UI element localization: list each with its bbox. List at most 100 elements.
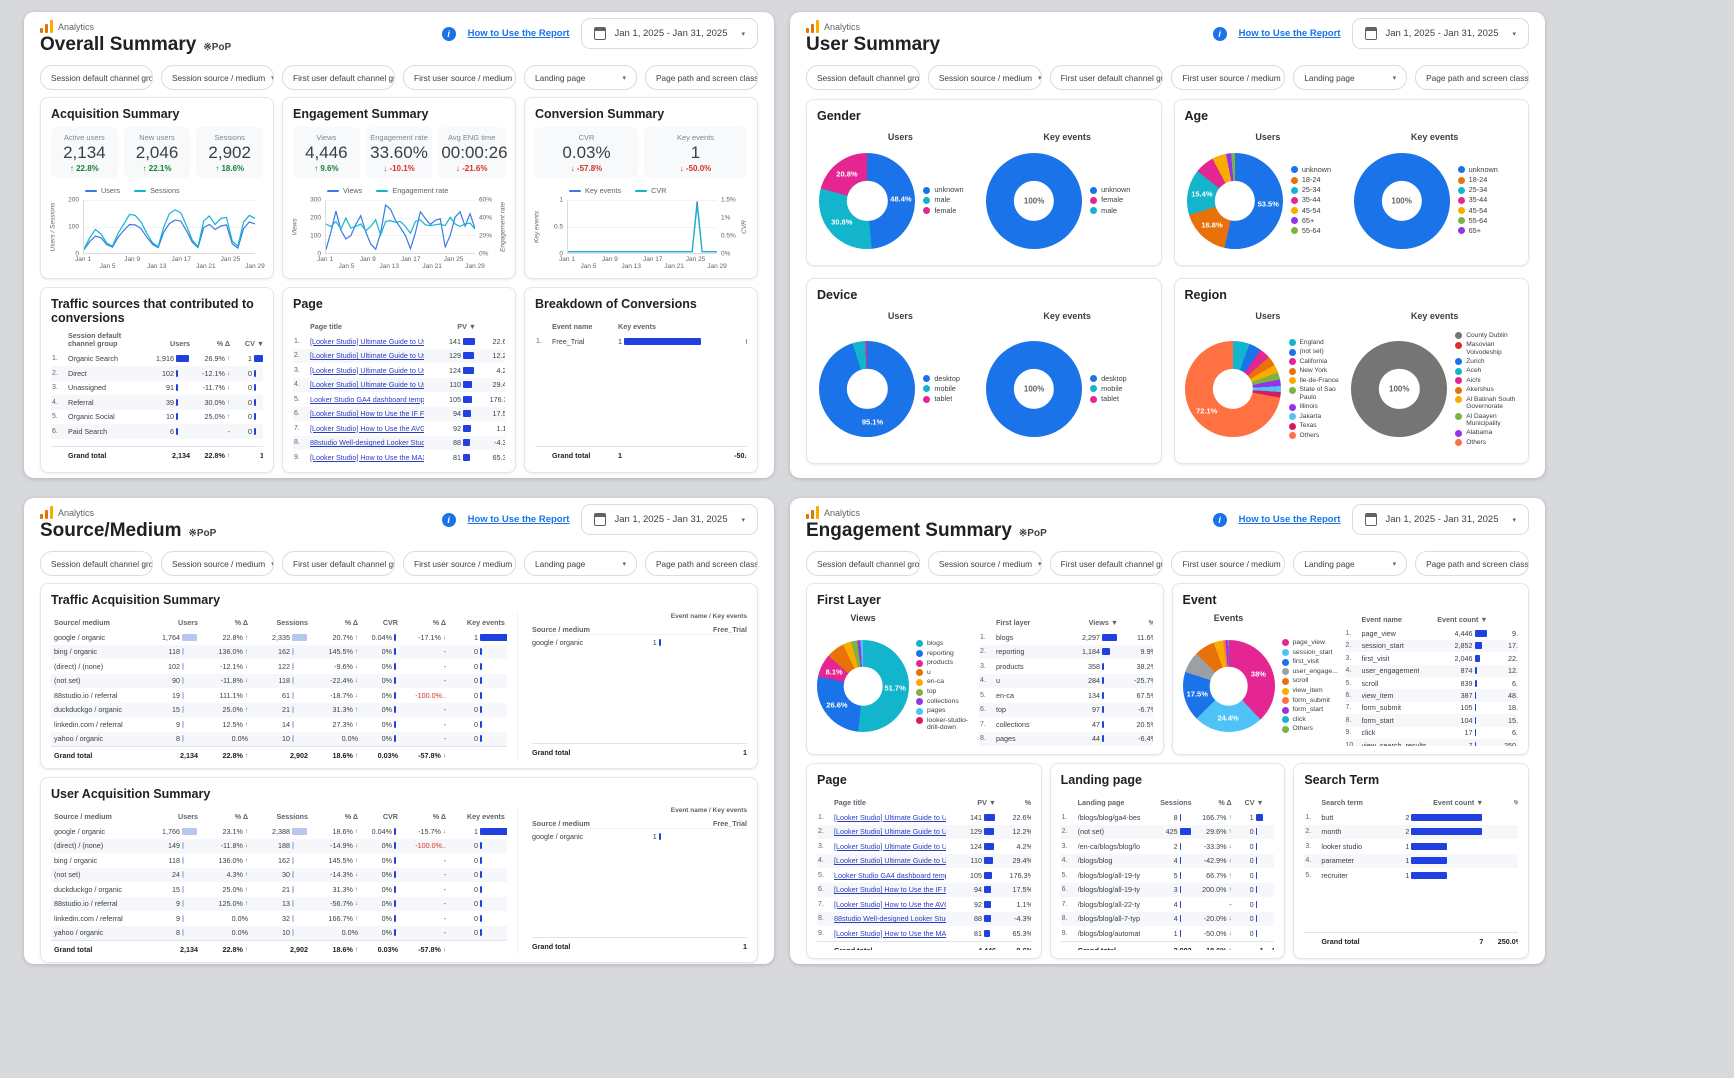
filter-chip[interactable]: Landing page ▾ (1293, 65, 1408, 90)
column-header[interactable]: Event name (1361, 615, 1402, 625)
filter-chip[interactable]: Page path and screen class▾ (645, 65, 758, 90)
pivot-dimension-header[interactable]: Source / medium (532, 819, 590, 828)
column-header[interactable]: % Δ (216, 339, 230, 349)
help-link[interactable]: How to Use the Report (467, 514, 570, 525)
pivot-column-header[interactable]: Free_Trial (713, 819, 747, 828)
page-link[interactable]: [Looker Studio] Ultimate Guide to Using … (834, 827, 946, 837)
page-link[interactable]: Looker Studio GA4 dashboard template[400… (310, 394, 424, 404)
filter-chip[interactable]: First user default channel group▾ (1049, 65, 1164, 90)
column-header[interactable]: Users (178, 811, 198, 821)
filter-chip[interactable]: Session default channel group▾ (40, 551, 153, 576)
filter-chip[interactable]: Page path and screen class▾ (1415, 551, 1529, 576)
filter-chip[interactable]: First user source / medium▾ (403, 551, 516, 576)
page-link[interactable]: [Looker Studio] Ultimate Guide to Using … (310, 351, 424, 361)
column-header[interactable]: % Δ (234, 811, 248, 821)
date-range-picker[interactable]: Jan 1, 2025 - Jan 31, 2025 ▾ (1352, 504, 1529, 535)
column-header[interactable]: % Δ (432, 811, 446, 821)
column-header[interactable]: Key events ▼ (466, 811, 507, 821)
column-header[interactable]: Sessions (276, 617, 308, 627)
page-link[interactable]: [Looker Studio] Ultimate Guide to Using … (834, 841, 946, 851)
info-icon[interactable]: i (1212, 512, 1227, 527)
column-header[interactable]: First layer (996, 617, 1031, 627)
column-header[interactable]: Event count ▼ (1433, 797, 1484, 807)
filter-chip[interactable]: First user source / medium▾ (1171, 65, 1286, 90)
column-header[interactable]: % Δ (344, 617, 358, 627)
help-link[interactable]: How to Use the Report (1238, 28, 1341, 39)
filter-chip[interactable]: First user source / medium▾ (1171, 551, 1286, 576)
filter-chip[interactable]: Session source / medium▾ (161, 65, 274, 90)
column-header[interactable]: CVR (382, 811, 398, 821)
filter-chip[interactable]: Session default channel group▾ (806, 65, 920, 90)
column-header[interactable]: Page title (834, 797, 866, 807)
column-header[interactable]: Landing page (1077, 797, 1125, 807)
filter-chip[interactable]: First user default channel group▾ (282, 551, 395, 576)
column-header[interactable]: Users (170, 339, 190, 349)
column-header[interactable]: PV ▼ (457, 321, 476, 331)
column-header[interactable]: CVR (382, 617, 398, 627)
column-header[interactable]: % Δ (1024, 797, 1031, 807)
column-header[interactable]: Key events (618, 321, 656, 331)
filter-chip[interactable]: Page path and screen class▾ (645, 551, 758, 576)
page-link[interactable]: 88studio Well-designed Looker Studio tem… (310, 438, 424, 448)
help-link[interactable]: How to Use the Report (467, 28, 570, 39)
filter-chip[interactable]: Landing page ▾ (524, 551, 637, 576)
page-link[interactable]: Looker Studio GA4 dashboard template[400… (834, 870, 946, 880)
column-header[interactable]: Source/ medium (54, 617, 110, 627)
info-icon[interactable]: i (441, 26, 456, 41)
filter-chip[interactable]: Page path and screen class▾ (1415, 65, 1529, 90)
page-link[interactable]: [Looker Studio] How to Use the AVG Funct… (834, 899, 946, 909)
date-range-picker[interactable]: Jan 1, 2025 - Jan 31, 2025 ▾ (581, 504, 758, 535)
page-link[interactable]: [Looker Studio] Ultimate Guide to Using … (834, 812, 946, 822)
page-link[interactable]: [Looker Studio] How to Use the MAX Funct… (834, 928, 946, 938)
column-header[interactable]: Page title (310, 321, 342, 331)
page-link[interactable]: 88studio Well-designed Looker Studio tem… (834, 914, 946, 924)
column-header[interactable]: % Δ (1267, 798, 1275, 808)
filter-chip[interactable]: First user source / medium▾ (403, 65, 516, 90)
filter-chip[interactable]: Session source / medium▾ (927, 551, 1042, 576)
filter-chip[interactable]: Session default channel group▾ (806, 551, 920, 576)
pivot-column-header[interactable]: Free_Trial (713, 625, 747, 634)
column-header[interactable]: Views ▼ (1088, 617, 1118, 627)
column-header[interactable]: % Δ (1121, 618, 1153, 628)
column-header[interactable]: % Δ (234, 617, 248, 627)
filter-chip[interactable]: First user default channel group▾ (1049, 551, 1164, 576)
page-link[interactable]: [Looker Studio] How to Use the AVG Funct… (310, 423, 424, 433)
column-header[interactable]: % Δ (1486, 798, 1518, 808)
column-header[interactable]: Sessions (276, 811, 308, 821)
column-header[interactable]: % Δ (725, 322, 747, 332)
page-link[interactable]: [Looker Studio] Ultimate Guide to Using … (310, 380, 424, 390)
filter-chip[interactable]: Landing page ▾ (1293, 551, 1408, 576)
column-header[interactable]: Event name (552, 321, 593, 331)
page-link[interactable]: [Looker Studio] How to Use the MAX Funct… (310, 452, 424, 462)
column-header[interactable]: Source / medium (54, 811, 112, 821)
column-header[interactable]: % Δ (479, 322, 506, 332)
info-icon[interactable]: i (441, 512, 456, 527)
page-link[interactable]: [Looker Studio] Ultimate Guide to Using … (310, 365, 424, 375)
date-range-picker[interactable]: Jan 1, 2025 - Jan 31, 2025 ▾ (1352, 18, 1529, 49)
filter-chip[interactable]: Session source / medium▾ (161, 551, 274, 576)
filter-chip[interactable]: Session source / medium▾ (927, 65, 1042, 90)
column-header[interactable]: % Δ (432, 617, 446, 627)
column-header[interactable]: CV ▼ (1244, 797, 1264, 807)
column-header[interactable]: CV ▼ (244, 339, 263, 349)
info-icon[interactable]: i (1212, 26, 1227, 41)
page-link[interactable]: [Looker Studio] Ultimate Guide to Using … (310, 336, 424, 346)
column-header[interactable]: Search term (1321, 797, 1363, 807)
filter-chip[interactable]: First user default channel group▾ (282, 65, 395, 90)
column-header[interactable]: Users (178, 617, 198, 627)
filter-chip[interactable]: Landing page ▾ (524, 65, 637, 90)
page-link[interactable]: [Looker Studio] Ultimate Guide to Using … (834, 856, 946, 866)
column-header[interactable]: Sessions (1160, 797, 1192, 807)
column-header[interactable]: % Δ (1491, 615, 1519, 625)
filter-chip[interactable]: Session default channel group▾ (40, 65, 153, 90)
column-header[interactable]: Session default channel group (68, 331, 122, 349)
column-header[interactable]: % Δ (344, 811, 358, 821)
column-header[interactable]: Event count ▼ (1437, 615, 1488, 625)
column-header[interactable]: PV ▼ (977, 797, 996, 807)
help-link[interactable]: How to Use the Report (1238, 514, 1341, 525)
page-link[interactable]: [Looker Studio] How to Use the IF Functi… (834, 885, 946, 895)
pivot-dimension-header[interactable]: Source / medium (532, 625, 590, 634)
column-header[interactable]: % Δ (1218, 797, 1232, 807)
date-range-picker[interactable]: Jan 1, 2025 - Jan 31, 2025 ▾ (581, 18, 758, 49)
column-header[interactable]: Key events ▼ (466, 617, 507, 627)
